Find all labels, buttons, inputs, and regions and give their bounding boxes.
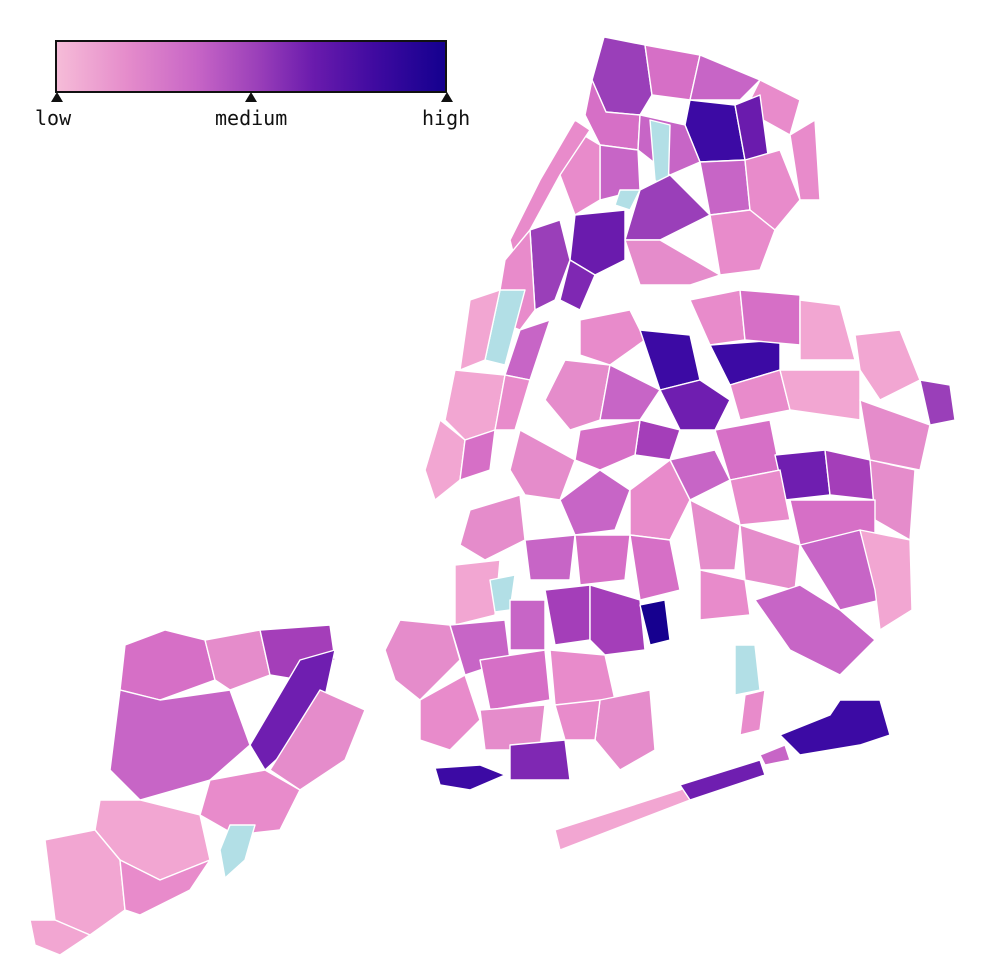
map-region[interactable] — [524, 534, 576, 581]
map-region[interactable] — [624, 239, 721, 286]
map-region[interactable] — [739, 524, 801, 591]
map-region[interactable] — [569, 209, 626, 276]
map-region[interactable] — [739, 289, 801, 346]
legend-label-low: low — [35, 106, 72, 130]
map-region[interactable] — [679, 759, 766, 801]
rockaway-area — [554, 644, 891, 851]
map-region[interactable] — [459, 289, 501, 371]
brooklyn-borough — [384, 429, 691, 791]
map-region[interactable] — [689, 499, 741, 571]
map-region[interactable] — [424, 419, 466, 501]
map-region[interactable] — [454, 559, 501, 626]
map-region[interactable] — [744, 149, 801, 231]
map-region[interactable] — [594, 689, 656, 771]
map-region[interactable] — [709, 209, 776, 276]
map-region[interactable] — [459, 429, 496, 481]
map-region[interactable] — [779, 699, 891, 756]
map-region[interactable] — [699, 159, 751, 216]
map-region[interactable] — [779, 369, 861, 421]
map-region[interactable] — [754, 584, 876, 676]
map-region[interactable] — [629, 459, 691, 541]
manhattan-borough — [424, 119, 591, 501]
legend-label-medium: medium — [215, 106, 288, 130]
map-region[interactable] — [29, 919, 91, 956]
map-region[interactable] — [574, 419, 641, 471]
park-region — [734, 644, 761, 696]
map-region[interactable] — [554, 699, 601, 741]
map-region[interactable] — [624, 174, 711, 241]
map-region[interactable] — [509, 739, 571, 781]
park-region — [219, 824, 256, 879]
map-region[interactable] — [554, 779, 701, 851]
map-region[interactable] — [544, 584, 591, 646]
map-region[interactable] — [919, 379, 956, 426]
map-region[interactable] — [494, 374, 531, 431]
map-region[interactable] — [434, 764, 506, 791]
park-region — [614, 189, 641, 211]
queens-borough — [544, 289, 956, 676]
map-region[interactable] — [739, 689, 766, 736]
map-region[interactable] — [699, 569, 751, 621]
map-region[interactable] — [509, 599, 546, 651]
map-region[interactable] — [599, 364, 661, 421]
map-region[interactable] — [729, 469, 791, 526]
map-region[interactable] — [659, 379, 731, 431]
map-region[interactable] — [689, 289, 746, 346]
map-region[interactable] — [759, 744, 791, 766]
map-region[interactable] — [204, 629, 271, 691]
map-region[interactable] — [509, 429, 576, 501]
map-region[interactable] — [634, 419, 681, 461]
map-region[interactable] — [789, 119, 821, 201]
map-region[interactable] — [589, 584, 646, 656]
legend-label-high: high — [422, 106, 471, 130]
map-region[interactable] — [559, 469, 631, 536]
legend-tick-medium — [245, 92, 257, 102]
legend-tick-high — [441, 92, 453, 102]
map-region[interactable] — [574, 534, 631, 586]
map-region[interactable] — [269, 689, 366, 791]
map-region[interactable] — [459, 494, 526, 561]
map-region[interactable] — [559, 259, 596, 311]
map-region[interactable] — [639, 599, 671, 646]
map-region[interactable] — [859, 529, 913, 631]
color-legend: low medium high — [0, 0, 500, 140]
map-region[interactable] — [549, 649, 616, 706]
map-region[interactable] — [119, 629, 216, 701]
map-region[interactable] — [859, 399, 931, 471]
map-region[interactable] — [544, 359, 611, 431]
map-region[interactable] — [689, 54, 761, 101]
map-region[interactable] — [799, 299, 856, 361]
map-region[interactable] — [119, 859, 211, 916]
map-region[interactable] — [419, 674, 481, 751]
bronx-borough — [559, 36, 821, 311]
map-region[interactable] — [854, 329, 921, 401]
staten-island-borough — [29, 624, 366, 956]
legend-tick-low — [51, 92, 63, 102]
map-region[interactable] — [579, 309, 646, 366]
map-region[interactable] — [629, 534, 681, 601]
map-region[interactable] — [639, 329, 701, 391]
map-region[interactable] — [109, 689, 251, 801]
map-region[interactable] — [869, 459, 916, 541]
map-region[interactable] — [824, 449, 876, 501]
map-region[interactable] — [479, 649, 551, 711]
